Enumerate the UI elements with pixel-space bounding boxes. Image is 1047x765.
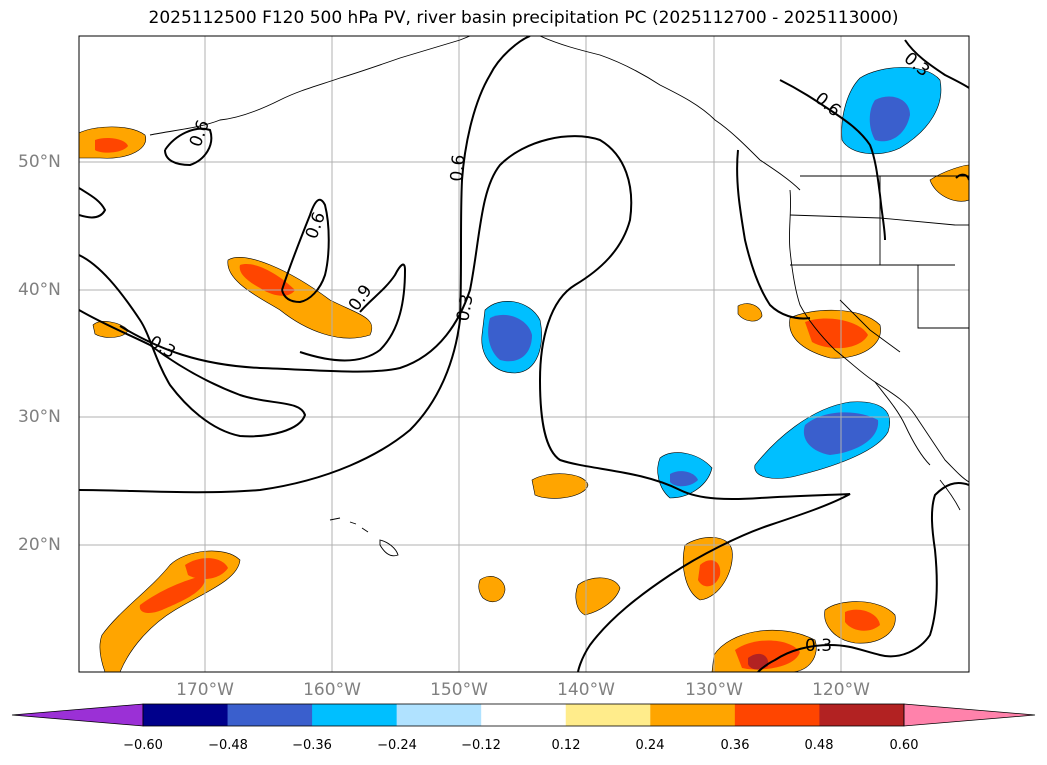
lat-label: 50°N	[18, 152, 61, 172]
lon-label: 120°W	[812, 680, 870, 700]
pv-contour	[79, 187, 107, 219]
colorbar-swatch	[819, 704, 905, 726]
colorbar-tick-label: −0.48	[208, 738, 248, 753]
colorbar-tick-label: −0.12	[461, 738, 501, 753]
precip-blob	[748, 653, 769, 670]
colorbar-tick-label: 0.60	[889, 738, 919, 753]
contour-label: 0.3	[453, 293, 477, 323]
colorbar-tick-label: −0.24	[377, 738, 417, 753]
colorbar-swatch	[143, 704, 229, 726]
colorbar-swatch	[396, 704, 482, 726]
mexico-coast	[939, 479, 961, 511]
lat-label: 40°N	[18, 280, 61, 300]
alaska-coast	[149, 36, 471, 136]
pv-contour	[281, 198, 330, 304]
colorbar-extend-high	[903, 703, 1036, 727]
precip-blob	[737, 303, 763, 322]
lon-label: 150°W	[430, 680, 488, 700]
precip-blob	[95, 138, 128, 153]
state-border	[917, 265, 969, 329]
map-title: 2025112500 F120 500 hPa PV, river basin …	[148, 8, 899, 28]
gridlines	[79, 36, 969, 672]
colorbar-extend-low	[11, 703, 144, 727]
lat-label: 30°N	[18, 407, 61, 427]
map-plot-area: 0.6 0.6 0.6 0.9 0.3 0.3 0.6 0.3 0.3	[79, 36, 969, 672]
lon-label: 140°W	[557, 680, 615, 700]
precip-blob	[805, 318, 868, 349]
colorbar-frame	[142, 703, 905, 727]
precip-blob	[488, 314, 532, 362]
precip-blob	[698, 560, 721, 587]
lat-label: 20°N	[18, 535, 61, 555]
pv-contour	[904, 39, 969, 89]
hawaii-islands	[329, 517, 399, 557]
pv-contour	[164, 127, 213, 167]
precip-blob	[575, 577, 621, 616]
pv-contour	[779, 79, 886, 241]
colorbar-swatch	[312, 704, 398, 726]
colorbar-tick-label: 0.48	[804, 738, 834, 753]
colorbar-tick-label: −0.36	[292, 738, 332, 753]
precip-blob	[185, 558, 228, 580]
colorbar-tick-label: 0.36	[720, 738, 750, 753]
colorbar-swatch	[481, 704, 567, 726]
positive-precip-areas	[79, 126, 969, 672]
lon-label: 160°W	[303, 680, 361, 700]
precip-blob	[478, 576, 506, 603]
colorbar-swatch	[565, 704, 651, 726]
colorbar-swatch	[650, 704, 736, 726]
state-border	[839, 299, 901, 353]
pv-contour	[299, 263, 407, 362]
precip-blob	[869, 96, 910, 142]
contour-label: 0.6	[447, 154, 469, 183]
colorbar-swatch	[227, 704, 313, 726]
lon-label: 170°W	[176, 680, 234, 700]
pv-contour	[79, 36, 531, 494]
lon-label: 130°W	[685, 680, 743, 700]
colorbar-tick-label: −0.60	[123, 738, 163, 753]
precip-blob	[929, 164, 969, 202]
colorbar-tick-label: 0.12	[551, 738, 581, 753]
colorbar	[11, 703, 1036, 727]
pv-contour	[736, 149, 811, 320]
precip-blob	[845, 609, 880, 631]
state-border	[789, 214, 956, 226]
map-frame	[78, 35, 970, 673]
alaska-coast-2	[539, 36, 801, 191]
precip-blob	[531, 473, 589, 499]
pv-contour	[79, 254, 307, 438]
colorbar-tick-label: 0.24	[635, 738, 665, 753]
precip-blob	[239, 264, 295, 296]
contour-label: 0.3	[805, 636, 832, 656]
pv-contours	[79, 36, 969, 672]
pv-contour	[119, 135, 851, 672]
colorbar-swatch	[734, 704, 820, 726]
precip-blob	[139, 575, 206, 613]
pv-contour	[757, 482, 969, 672]
precip-blob	[670, 471, 698, 487]
north-america-coast	[788, 189, 969, 483]
baja-coast	[874, 381, 931, 466]
